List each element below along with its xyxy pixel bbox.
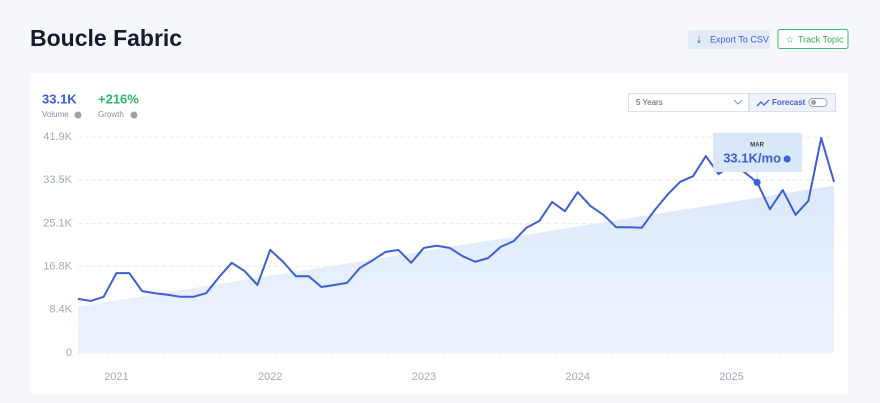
export-button-bg	[688, 30, 770, 49]
volume-label: Volume	[42, 110, 69, 119]
x-tick-label: 2022	[258, 371, 282, 383]
dropdown-box	[628, 93, 749, 112]
help-icon[interactable]	[130, 111, 138, 119]
track-button-bg	[777, 29, 849, 49]
y-tick-label: 41.9K	[43, 131, 72, 143]
tooltip-value: 33.1K/mo	[723, 150, 781, 165]
tooltip-dot	[753, 178, 761, 186]
tooltip-category: MAR	[750, 143, 764, 149]
y-tick-label: 8.4K	[49, 304, 72, 316]
forecast-toggle[interactable]: Forecast	[749, 93, 836, 112]
x-tick-label: 2023	[412, 371, 436, 383]
y-tick-label: 33.5K	[43, 174, 72, 186]
export-icon: ⤓	[697, 34, 701, 44]
toggle-knob	[811, 100, 816, 105]
dropdown-label: 5 Years	[636, 98, 663, 107]
x-tick-label: 2021	[104, 371, 128, 383]
x-tick-label: 2024	[565, 371, 589, 383]
page-title: Boucle Fabric	[30, 25, 182, 51]
track-button[interactable]: ☆ Track Topic	[777, 29, 849, 49]
trend-area	[78, 185, 834, 353]
growth-value: +216%	[98, 91, 139, 106]
y-tick-label: 25.1K	[43, 218, 72, 230]
export-button[interactable]: ⤓ Export To CSV	[688, 30, 770, 49]
track-label: Track Topic	[798, 34, 844, 44]
data-line	[77, 137, 835, 302]
tooltip-box	[713, 133, 803, 172]
forecast-label: Forecast	[772, 98, 806, 107]
dropdown-caret	[733, 99, 743, 105]
tooltip-help	[783, 155, 791, 163]
track-icon: ☆	[786, 34, 794, 44]
help-icon[interactable]	[74, 111, 82, 119]
growth-label: Growth	[98, 110, 124, 119]
y-tick-label: 16.8K	[43, 260, 72, 272]
y-tick-label: 0	[66, 347, 72, 359]
x-tick-label: 2025	[719, 371, 743, 383]
volume-value: 33.1K	[42, 91, 77, 106]
export-label: Export To CSV	[710, 34, 769, 44]
range-dropdown[interactable]: 5 Years	[628, 93, 749, 112]
forecast-icon	[756, 99, 770, 107]
